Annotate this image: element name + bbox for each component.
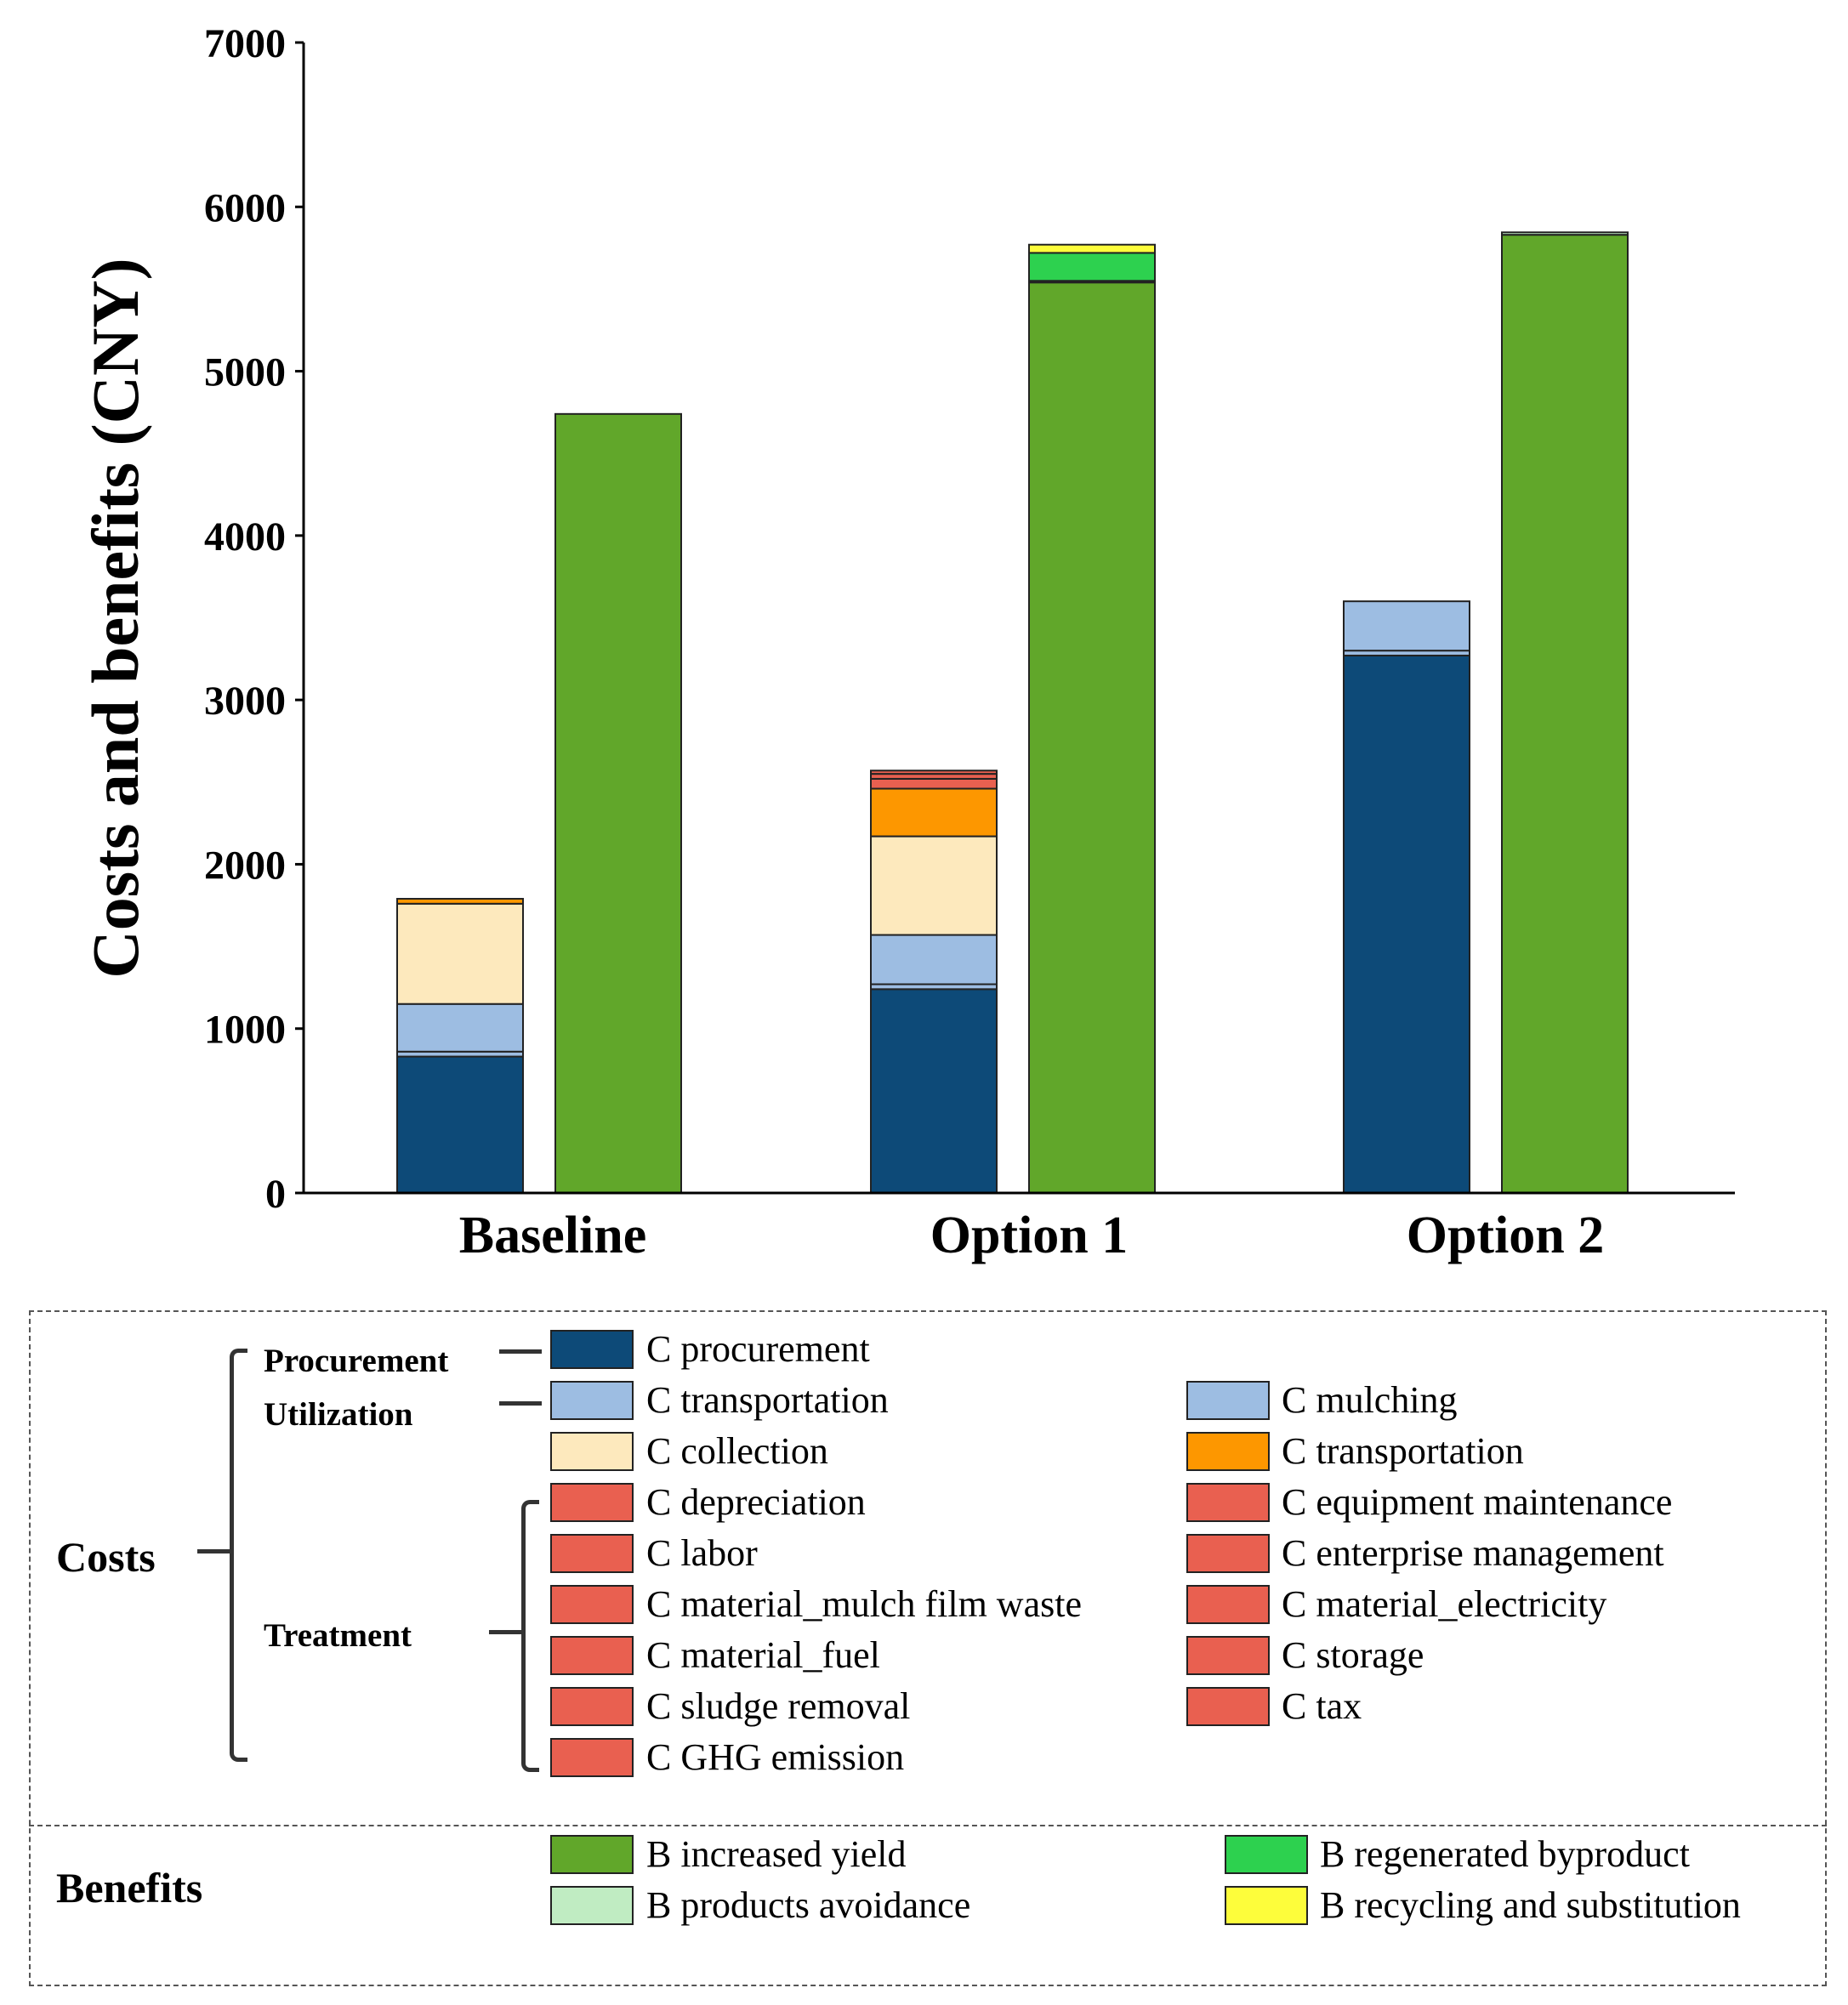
legend-swatch-c-equipment-maintenance <box>1186 1483 1270 1522</box>
y-tick-label-2000: 2000 <box>204 843 286 888</box>
legend-group-costs: Costs <box>56 1533 156 1581</box>
utilization-connector <box>499 1401 542 1406</box>
x-tick-label-option-2: Option 2 <box>1407 1207 1605 1264</box>
legend-label-c-labor: C labor <box>646 1532 758 1574</box>
legend-swatch-c-ghg-emission <box>550 1738 634 1777</box>
bar-baseline-benefits-b-increased-yield-0 <box>554 412 682 1194</box>
bar-baseline-costs-c-collection-3 <box>396 902 524 1005</box>
bar-option-1-costs-c-procurement-0 <box>870 988 998 1194</box>
legend-divider <box>29 1825 1827 1826</box>
legend-label-c-enterprise-management: C enterprise management <box>1282 1532 1664 1574</box>
legend-label-c-collection: C collection <box>646 1430 828 1472</box>
legend-swatch-c-labor <box>550 1534 634 1573</box>
legend-label-b-increased-yield: B increased yield <box>646 1833 907 1875</box>
bar-option-1-benefits-b-increased-yield-0 <box>1028 281 1156 1194</box>
legend-label-c-storage: C storage <box>1282 1634 1424 1676</box>
legend-swatch-c-material-fuel <box>550 1636 634 1675</box>
legend-swatch-c-material-mulch-film-waste <box>550 1585 634 1624</box>
bar-option-1-costs-c-treatment-5 <box>870 777 998 790</box>
legend-group-benefits: Benefits <box>56 1864 203 1911</box>
y-tick-label-6000: 6000 <box>204 185 286 230</box>
legend-label-c-material-electricity: C material_electricity <box>1282 1583 1607 1625</box>
bar-option-2-costs-c-procurement-0 <box>1343 654 1470 1194</box>
legend-label-c-mulching: C mulching <box>1282 1379 1458 1421</box>
legend-subgroup-utilization: Utilization <box>264 1396 413 1433</box>
legend-swatch-c-procurement <box>550 1330 634 1369</box>
treatment-bracket <box>521 1500 539 1772</box>
legend-swatch-b-recycling-and-substitution <box>1225 1886 1308 1925</box>
y-axis-title: Costs and benefits (CNY) <box>78 258 152 978</box>
legend-swatch-c-transportation-util <box>550 1381 634 1420</box>
legend-swatch-c-mulching <box>1186 1381 1270 1420</box>
bar-baseline-costs-c-procurement-0 <box>396 1055 524 1195</box>
bar-option-1-benefits-b-regenerated-byproduct-2 <box>1028 252 1156 282</box>
y-tick-label-1000: 1000 <box>204 1008 286 1053</box>
legend-swatch-c-tax <box>1186 1687 1270 1726</box>
legend-swatch-b-products-avoidance <box>550 1886 634 1925</box>
legend-label-b-regenerated-byproduct: B regenerated byproduct <box>1320 1833 1690 1875</box>
legend-swatch-c-storage <box>1186 1636 1270 1675</box>
legend-swatch-c-collection <box>550 1432 634 1471</box>
bar-option-2-benefits-b-increased-yield-0 <box>1501 234 1629 1194</box>
bar-option-2-benefits-b-products-avoidance-1 <box>1501 231 1629 236</box>
legend-swatch-c-material-electricity <box>1186 1585 1270 1624</box>
legend-label-c-material-fuel: C material_fuel <box>646 1634 880 1676</box>
x-tick-label-baseline: Baseline <box>459 1207 646 1264</box>
legend-swatch-b-regenerated-byproduct <box>1225 1835 1308 1874</box>
legend-label-c-ghg-emission: C GHG emission <box>646 1736 905 1778</box>
bar-option-1-costs-c-treatment-7 <box>870 770 998 775</box>
bar-baseline-costs-c-mulching-2 <box>396 1002 524 1053</box>
legend-label-b-products-avoidance: B products avoidance <box>646 1884 971 1926</box>
legend-swatch-b-increased-yield <box>550 1835 634 1874</box>
treatment-bracket-tick <box>489 1630 523 1634</box>
legend-swatch-c-transportation-orange <box>1186 1432 1270 1471</box>
legend-swatch-c-sludge-removal <box>550 1687 634 1726</box>
legend-swatch-c-depreciation <box>550 1483 634 1522</box>
y-tick-label-5000: 5000 <box>204 350 286 395</box>
legend-label-c-depreciation: C depreciation <box>646 1481 866 1523</box>
legend-label-c-equipment-maintenance: C equipment maintenance <box>1282 1481 1673 1523</box>
costs-bracket-tick <box>197 1549 231 1553</box>
bar-option-1-costs-c-transportation-collected-4 <box>870 787 998 838</box>
y-tick-label-3000: 3000 <box>204 679 286 724</box>
legend-label-c-procurement: C procurement <box>646 1328 870 1370</box>
bar-option-1-costs-c-mulching-2 <box>870 934 998 985</box>
legend-label-c-tax: C tax <box>1282 1685 1362 1727</box>
y-tick-label-0: 0 <box>265 1172 286 1217</box>
legend-label-c-material-mulch-film-waste: C material_mulch film waste <box>646 1583 1082 1625</box>
bar-option-1-costs-c-collection-3 <box>870 835 998 936</box>
legend-label-c-transportation-util: C transportation <box>646 1379 889 1421</box>
x-tick-label-option-1: Option 1 <box>930 1207 1129 1264</box>
y-tick-label-4000: 4000 <box>204 514 286 559</box>
bar-baseline-costs-c-transportation-collected-4 <box>396 898 524 905</box>
bar-option-1-benefits-b-recycling-and-substitution-3 <box>1028 243 1156 254</box>
legend-subgroup-procurement: Procurement <box>264 1343 449 1379</box>
y-tick-label-7000: 7000 <box>204 21 286 66</box>
costs-bracket <box>230 1349 247 1762</box>
legend-box <box>29 1310 1827 1986</box>
legend-label-c-transportation-orange: C transportation <box>1282 1430 1524 1472</box>
bar-option-2-costs-c-mulching-2 <box>1343 600 1470 652</box>
legend-subgroup-treatment: Treatment <box>264 1617 412 1654</box>
stacked-bar-chart: Costs and benefits (CNY) 0 1000 2000 3000 40… <box>78 21 1735 1264</box>
legend-label-c-sludge-removal: C sludge removal <box>646 1685 911 1727</box>
legend-label-b-recycling-and-substitution: B recycling and substitution <box>1320 1884 1741 1926</box>
procurement-connector <box>499 1349 542 1354</box>
legend-swatch-c-enterprise-management <box>1186 1534 1270 1573</box>
